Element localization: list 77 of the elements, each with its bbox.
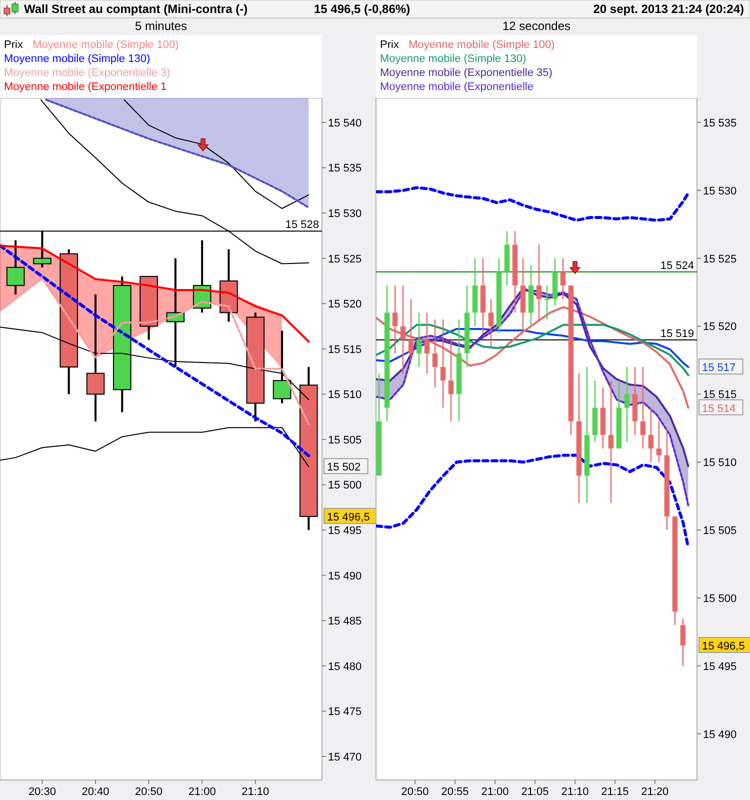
- chart-title: 12 secondes: [502, 19, 571, 33]
- y-tick-label: 15 490: [328, 570, 362, 582]
- x-tick-label: 20:50: [401, 786, 429, 798]
- x-tick-label: 21:00: [188, 786, 216, 798]
- x-tick-label: 21:10: [242, 786, 270, 798]
- chart-title: 5 minutes: [134, 19, 188, 33]
- y-tick-label: 15 535: [328, 162, 362, 175]
- y-tick-label: 15 530: [703, 185, 737, 198]
- x-tick-label: 20:30: [28, 786, 56, 798]
- y-tick-label: 15 495: [703, 660, 737, 673]
- y-tick-label: 15 485: [328, 616, 362, 628]
- text: Moyenne mobile (Simple 130): [380, 53, 526, 65]
- legend-title: Prix: [4, 39, 24, 51]
- y-tick-label: 15 525: [328, 253, 362, 266]
- x-tick-label: 21:20: [641, 786, 669, 798]
- y-tick-label: 15 525: [703, 253, 737, 266]
- y-tick-label: 15 515: [328, 344, 362, 356]
- annotation: 15 496,5: [327, 511, 370, 524]
- candlestick: [544, 284, 550, 320]
- y-tick-label: 15 520: [328, 298, 362, 311]
- ref-line-label: 15 528: [285, 219, 319, 232]
- candlestick: [416, 312, 422, 368]
- line-series: [0, 244, 310, 343]
- x-tick-label: 20:50: [135, 786, 163, 798]
- y-tick-label: 15 495: [328, 525, 362, 538]
- y-tick-label: 15 500: [703, 592, 737, 605]
- y-tick-label: 15 510: [328, 389, 362, 402]
- candlestick: [640, 366, 646, 450]
- y-tick-label: 15 500: [328, 480, 362, 492]
- text: Moyenne mobile (Exponentielle 35): [380, 67, 552, 79]
- text: Moyenne mobile (Simple 130): [4, 53, 150, 65]
- ref-line-label: 15 524: [660, 260, 694, 272]
- x-tick-label: 21:10: [561, 786, 589, 798]
- x-tick-label: 20:55: [441, 786, 469, 798]
- candlestick: [560, 258, 566, 300]
- data-label: 15 502: [327, 462, 361, 474]
- line-series: [376, 186, 690, 222]
- legend-title: Prix: [380, 39, 400, 51]
- y-tick-label: 15 510: [703, 457, 737, 470]
- y-tick-label: 15 490: [703, 728, 737, 741]
- y-tick-label: 15 505: [703, 525, 737, 538]
- y-tick-label: 15 515: [703, 389, 737, 402]
- y-tick-label: 15 470: [328, 751, 362, 764]
- y-tick-label: 15 475: [328, 706, 362, 718]
- text: Moyenne mobile (Exponentielle 3): [4, 67, 170, 79]
- x-tick-label: 20:40: [82, 786, 110, 798]
- text: Moyenne mobile (Simple 100): [408, 39, 555, 51]
- legend-label: Moyenne mobile (Simple 100): [32, 39, 179, 51]
- text: Moyenne mobile (Exponentielle 1: [4, 81, 167, 93]
- candlestick: [488, 298, 494, 348]
- candlestick: [624, 366, 630, 442]
- y-tick-label: 15 535: [703, 117, 737, 130]
- data-label: 15 517: [702, 362, 736, 374]
- candlestick: [680, 618, 686, 666]
- text: 15 496,5 (-0,86%): [314, 2, 410, 16]
- candlestick: [656, 420, 662, 463]
- y-tick-label: 15 540: [328, 117, 362, 130]
- y-tick-label: 15 505: [328, 434, 362, 446]
- x-tick-label: 21:15: [601, 786, 629, 798]
- line-series: [124, 99, 310, 209]
- line-series: [0, 244, 310, 458]
- candlestick: [424, 312, 430, 374]
- y-tick-label: 15 530: [328, 208, 362, 220]
- x-tick-label: 21:05: [521, 786, 549, 798]
- candlestick: [432, 318, 438, 388]
- ref-line-label: 15 519: [660, 328, 694, 340]
- text: Moyenne mobile (Exponentielle: [380, 81, 534, 93]
- text: 20 sept. 2013 21:24 (20:24): [593, 2, 744, 16]
- candlestick: [6, 239, 25, 296]
- x-tick-label: 21:00: [481, 786, 509, 798]
- y-tick-label: 15 480: [328, 660, 362, 673]
- annotation: 15 496,5: [702, 640, 745, 652]
- candlestick: [608, 380, 614, 504]
- data-label: 15 514: [702, 402, 736, 415]
- y-tick-label: 15 520: [703, 321, 737, 334]
- text: Wall Street au comptant (Mini-contra (-): [24, 2, 248, 16]
- candlestick: [648, 407, 654, 463]
